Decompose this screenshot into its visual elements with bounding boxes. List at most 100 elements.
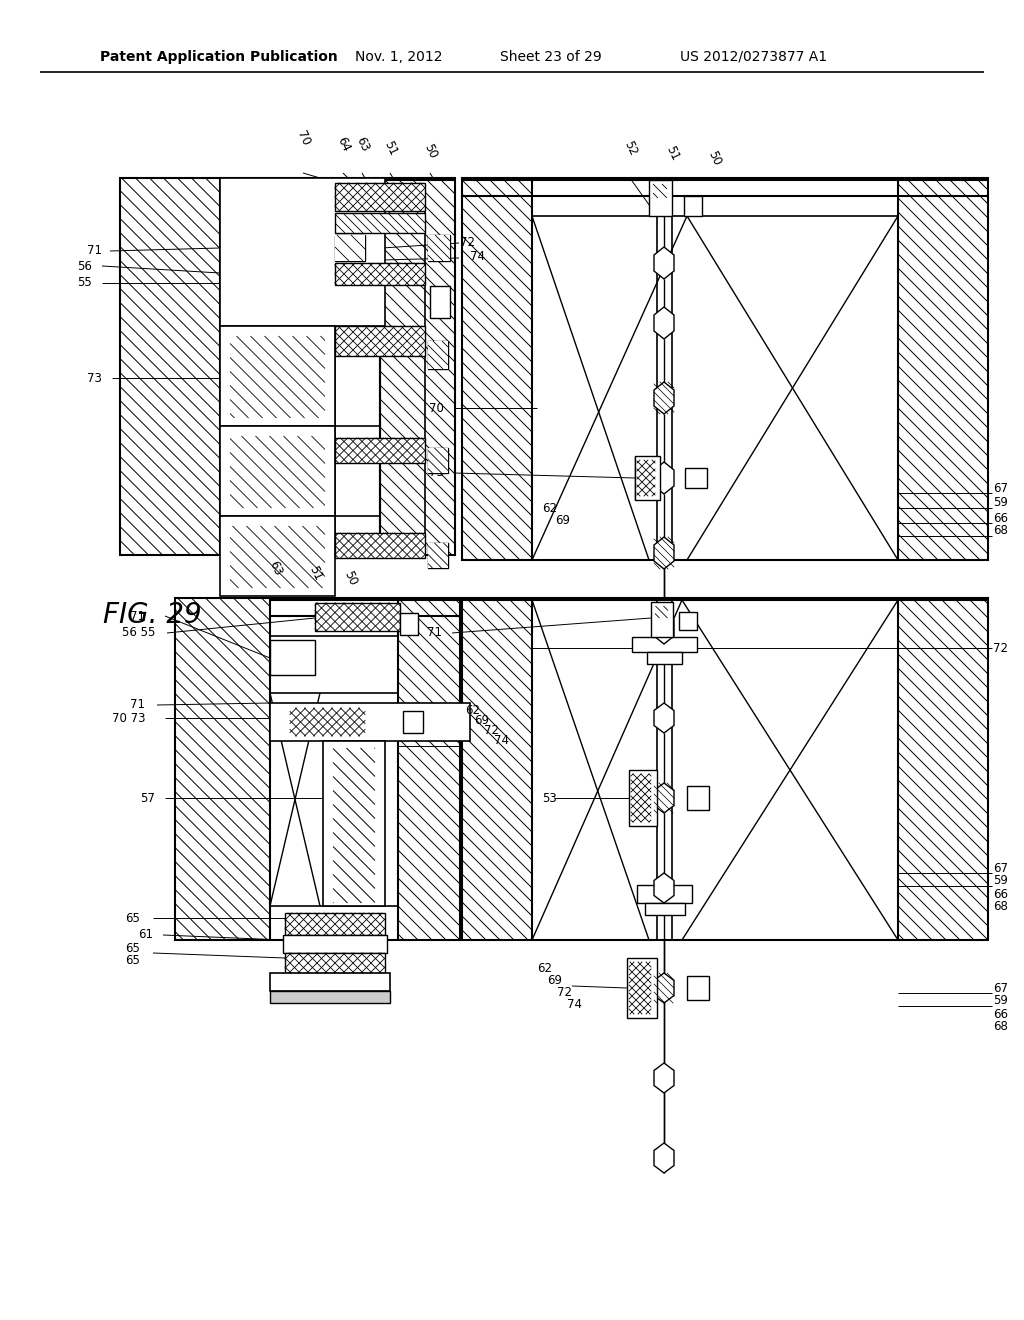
Bar: [380, 178, 455, 554]
Bar: [335, 235, 365, 261]
Bar: [120, 178, 455, 554]
Text: 65: 65: [125, 912, 140, 924]
Bar: [629, 962, 651, 1014]
Bar: [898, 178, 988, 560]
Text: 68: 68: [993, 900, 1008, 913]
Polygon shape: [654, 247, 674, 279]
Bar: [220, 516, 335, 597]
Text: 62: 62: [542, 502, 557, 515]
Bar: [627, 958, 657, 1018]
Text: 69: 69: [474, 714, 489, 726]
Text: 74: 74: [494, 734, 509, 747]
Text: 71: 71: [87, 244, 102, 257]
Bar: [430, 286, 450, 318]
Text: 51: 51: [306, 564, 324, 582]
Bar: [270, 991, 390, 1003]
Bar: [462, 178, 988, 560]
Text: 67: 67: [993, 862, 1008, 874]
Text: 50: 50: [341, 569, 359, 587]
Text: 71: 71: [130, 698, 145, 711]
Text: 69: 69: [547, 974, 562, 986]
Text: 50: 50: [705, 149, 723, 168]
Bar: [120, 178, 220, 554]
Polygon shape: [654, 783, 674, 813]
Text: 51: 51: [663, 144, 681, 162]
Text: 73: 73: [87, 371, 102, 384]
Text: 61: 61: [138, 928, 153, 941]
Text: 53: 53: [542, 792, 557, 804]
Bar: [323, 741, 385, 906]
Bar: [220, 326, 335, 426]
Bar: [629, 770, 657, 826]
Bar: [637, 459, 655, 496]
Polygon shape: [654, 381, 674, 414]
Bar: [333, 748, 375, 903]
Text: 70 73: 70 73: [112, 711, 145, 725]
Text: 71: 71: [130, 610, 145, 623]
Text: US 2012/0273877 A1: US 2012/0273877 A1: [680, 50, 827, 63]
Bar: [220, 426, 335, 516]
Bar: [400, 612, 418, 635]
Bar: [230, 525, 325, 587]
Bar: [270, 640, 315, 675]
Text: 53: 53: [315, 949, 331, 961]
Text: 52: 52: [621, 139, 639, 157]
Bar: [898, 598, 988, 940]
Bar: [335, 183, 425, 211]
Text: 74: 74: [567, 998, 582, 1011]
Bar: [428, 543, 449, 568]
Text: 67: 67: [993, 982, 1008, 994]
Bar: [285, 913, 385, 935]
Text: 64: 64: [334, 135, 352, 153]
Text: Sheet 23 of 29: Sheet 23 of 29: [500, 50, 602, 63]
Text: 72: 72: [993, 642, 1008, 655]
Bar: [335, 326, 425, 356]
Bar: [655, 606, 668, 618]
Bar: [637, 884, 692, 903]
Text: 52: 52: [343, 958, 357, 972]
Text: 59: 59: [993, 994, 1008, 1007]
Text: 62: 62: [537, 961, 552, 974]
Bar: [283, 935, 387, 953]
Bar: [651, 602, 673, 638]
Bar: [175, 598, 270, 940]
Bar: [270, 973, 390, 991]
Bar: [315, 603, 400, 631]
Text: 70: 70: [294, 128, 312, 148]
Bar: [653, 183, 667, 198]
Text: 70: 70: [429, 401, 444, 414]
Text: 72: 72: [557, 986, 572, 998]
Bar: [687, 785, 709, 810]
Bar: [428, 235, 450, 261]
Polygon shape: [654, 704, 674, 733]
Polygon shape: [654, 308, 674, 339]
Bar: [285, 953, 385, 973]
Bar: [335, 235, 365, 261]
Text: 65: 65: [125, 954, 140, 968]
Text: 63: 63: [266, 558, 284, 577]
Bar: [462, 178, 532, 560]
Bar: [175, 598, 460, 940]
Polygon shape: [654, 462, 674, 494]
Bar: [335, 213, 425, 234]
Bar: [428, 341, 449, 370]
Bar: [230, 436, 325, 508]
Text: 68: 68: [993, 524, 1008, 537]
Text: 62: 62: [465, 704, 480, 717]
Bar: [403, 711, 423, 733]
Bar: [635, 455, 660, 500]
Text: 71: 71: [427, 627, 442, 639]
Text: 73: 73: [429, 466, 444, 479]
Text: FIG. 29: FIG. 29: [103, 601, 202, 630]
Text: 67: 67: [993, 482, 1008, 495]
Polygon shape: [654, 973, 674, 1003]
Bar: [647, 652, 682, 664]
Polygon shape: [654, 1143, 674, 1173]
Bar: [398, 598, 460, 940]
Bar: [631, 774, 651, 822]
Bar: [428, 447, 449, 473]
Text: Patent Application Publication: Patent Application Publication: [100, 50, 338, 63]
Text: 63: 63: [353, 135, 371, 153]
Bar: [220, 178, 385, 326]
Bar: [428, 447, 449, 473]
